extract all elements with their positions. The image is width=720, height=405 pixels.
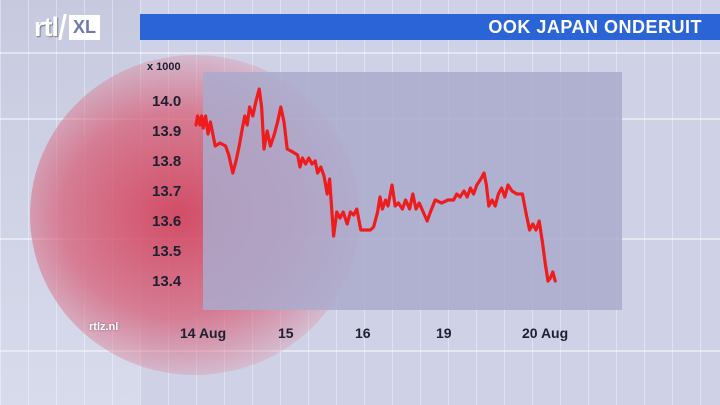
logo-text: rtl	[34, 11, 59, 42]
y-tick-label: 13.5	[152, 243, 181, 260]
x-tick-label: 19	[436, 325, 452, 341]
y-tick-label: 13.6	[152, 213, 181, 230]
logo-badge: XL	[69, 14, 101, 40]
x-tick-label: 16	[355, 325, 371, 341]
series-group	[194, 87, 557, 283]
x-axis-ticks: 14 Aug 15 16 19 20 Aug	[180, 325, 568, 341]
y-tick-label: 13.8	[152, 153, 181, 170]
series-line	[194, 87, 557, 283]
x-tick-label: 14 Aug	[180, 325, 226, 341]
y-axis-ticks: 14.0 13.9 13.8 13.7 13.6 13.5 13.4	[152, 93, 182, 290]
background-stripe	[0, 350, 720, 352]
title-bar: OOK JAPAN ONDERUIT	[140, 14, 720, 40]
unit-label: x 1000	[147, 61, 181, 73]
x-tick-label: 15	[278, 325, 294, 341]
background-stripe	[0, 52, 720, 54]
y-tick-label: 13.7	[152, 183, 181, 200]
y-tick-label: 14.0	[152, 93, 181, 110]
plot-area	[203, 72, 622, 310]
y-tick-label: 13.9	[152, 123, 181, 140]
source-label: rtlz.nl	[89, 321, 119, 333]
chart-title: OOK JAPAN ONDERUIT	[488, 17, 702, 37]
y-tick-label: 13.4	[152, 273, 182, 290]
channel-logo: rtl XL	[34, 11, 101, 42]
x-tick-label: 20 Aug	[522, 325, 568, 341]
